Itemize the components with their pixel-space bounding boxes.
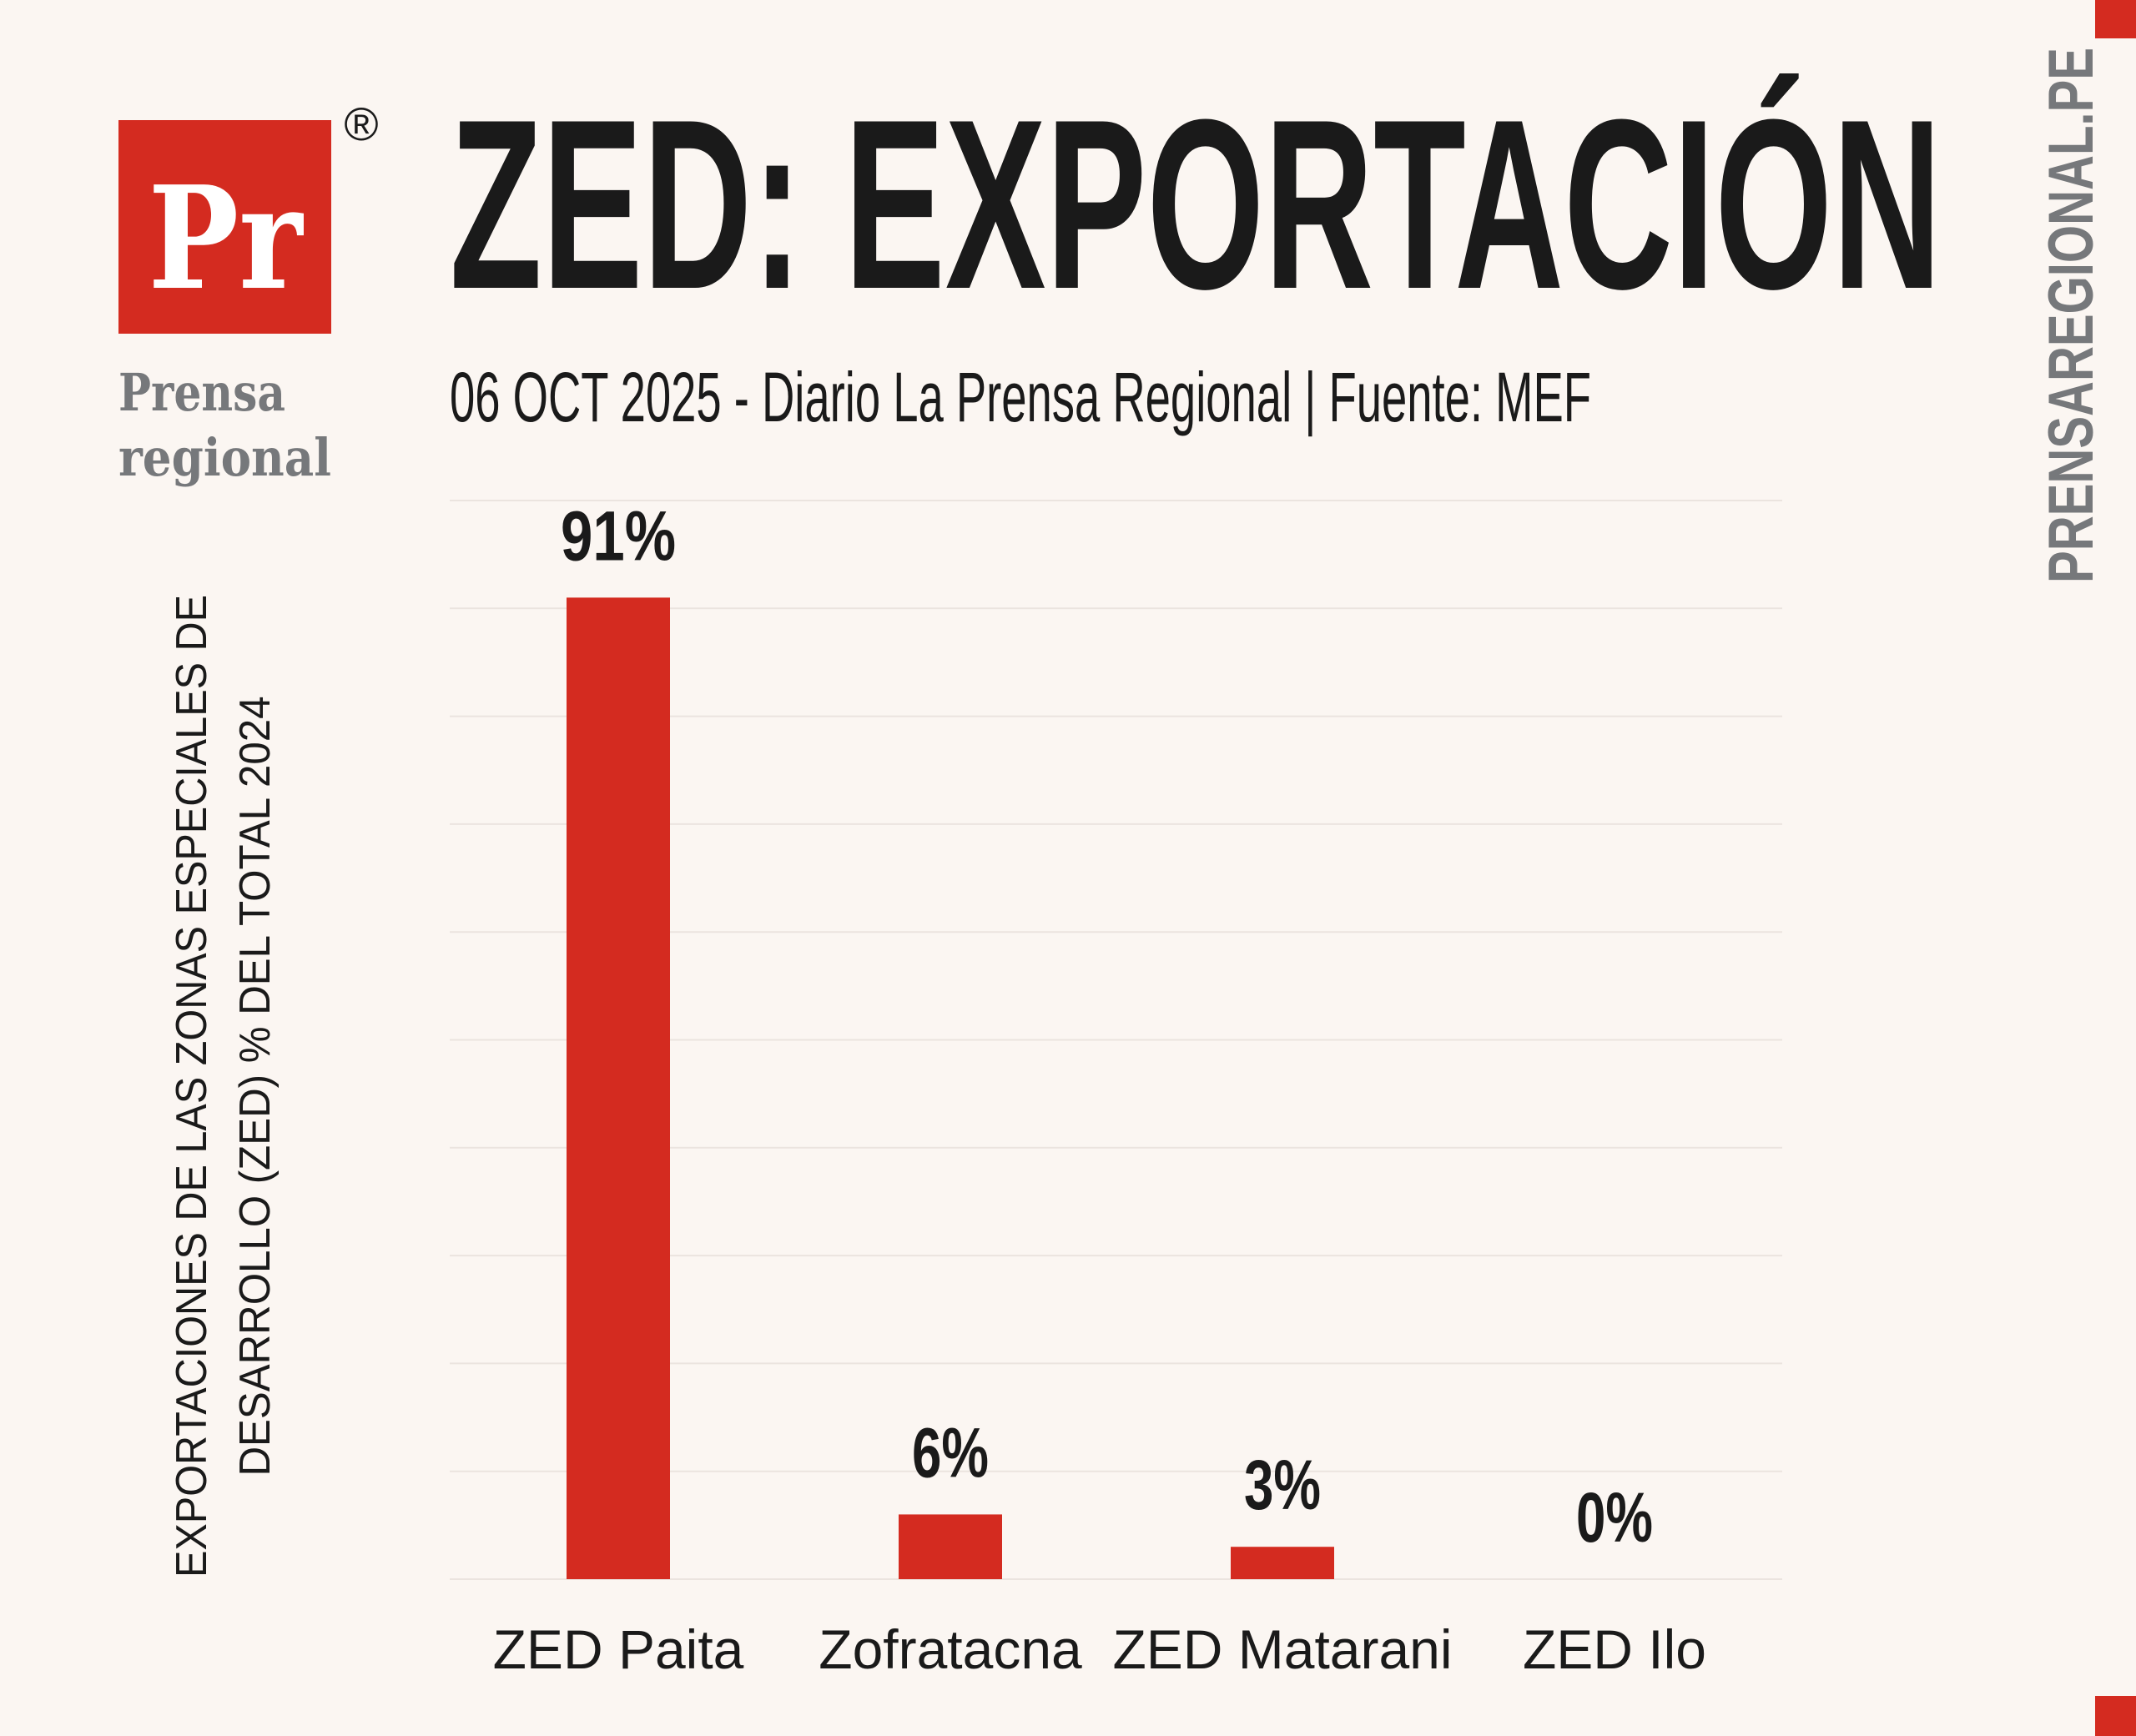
logo-text-prensa: Prensa	[118, 362, 285, 423]
value-label: 6%	[912, 1413, 989, 1492]
category-label: Zofratacna	[819, 1618, 1082, 1680]
y-axis-label: EXPORTACIONES DE LAS ZONAS ESPECIALES DE…	[168, 595, 280, 1577]
gridlines	[450, 500, 1782, 1580]
page-title: ZED: EXPORTACIÓN	[450, 69, 1942, 340]
logo-mark: Pr	[149, 155, 305, 322]
corner-accent-bottom	[2095, 1696, 2136, 1736]
value-label: 3%	[1244, 1446, 1321, 1524]
y-axis-label-line1: EXPORTACIONES DE LAS ZONAS ESPECIALES DE	[168, 595, 216, 1577]
value-labels: 91% 6% 3% 0%	[561, 496, 1653, 1557]
bars	[567, 597, 1334, 1579]
bar	[567, 597, 670, 1579]
bar	[899, 1514, 1002, 1579]
category-labels: ZED Paita Zofratacna ZED Matarani ZED Ilo	[493, 1618, 1706, 1680]
side-url: PRENSAREGIONAL.PE	[2036, 48, 2107, 583]
subtitle: 06 OCT 2025 - Diario La Prensa Regional …	[450, 358, 1591, 436]
bar	[1231, 1547, 1334, 1579]
logo-text-regional: regional	[118, 427, 331, 488]
logo: Pr ® Prensa regional	[118, 98, 379, 488]
corner-accent-top	[2095, 0, 2136, 38]
y-axis-label-line2: DESARROLLO (ZED) % DEL TOTAL 2024	[231, 697, 280, 1477]
logo-box	[118, 120, 331, 334]
value-label: 0%	[1576, 1478, 1653, 1557]
category-label: ZED Matarani	[1112, 1618, 1452, 1680]
category-label: ZED Paita	[493, 1618, 744, 1680]
value-label: 91%	[561, 496, 676, 575]
registered-mark: ®	[344, 98, 378, 150]
category-label: ZED Ilo	[1523, 1618, 1706, 1680]
